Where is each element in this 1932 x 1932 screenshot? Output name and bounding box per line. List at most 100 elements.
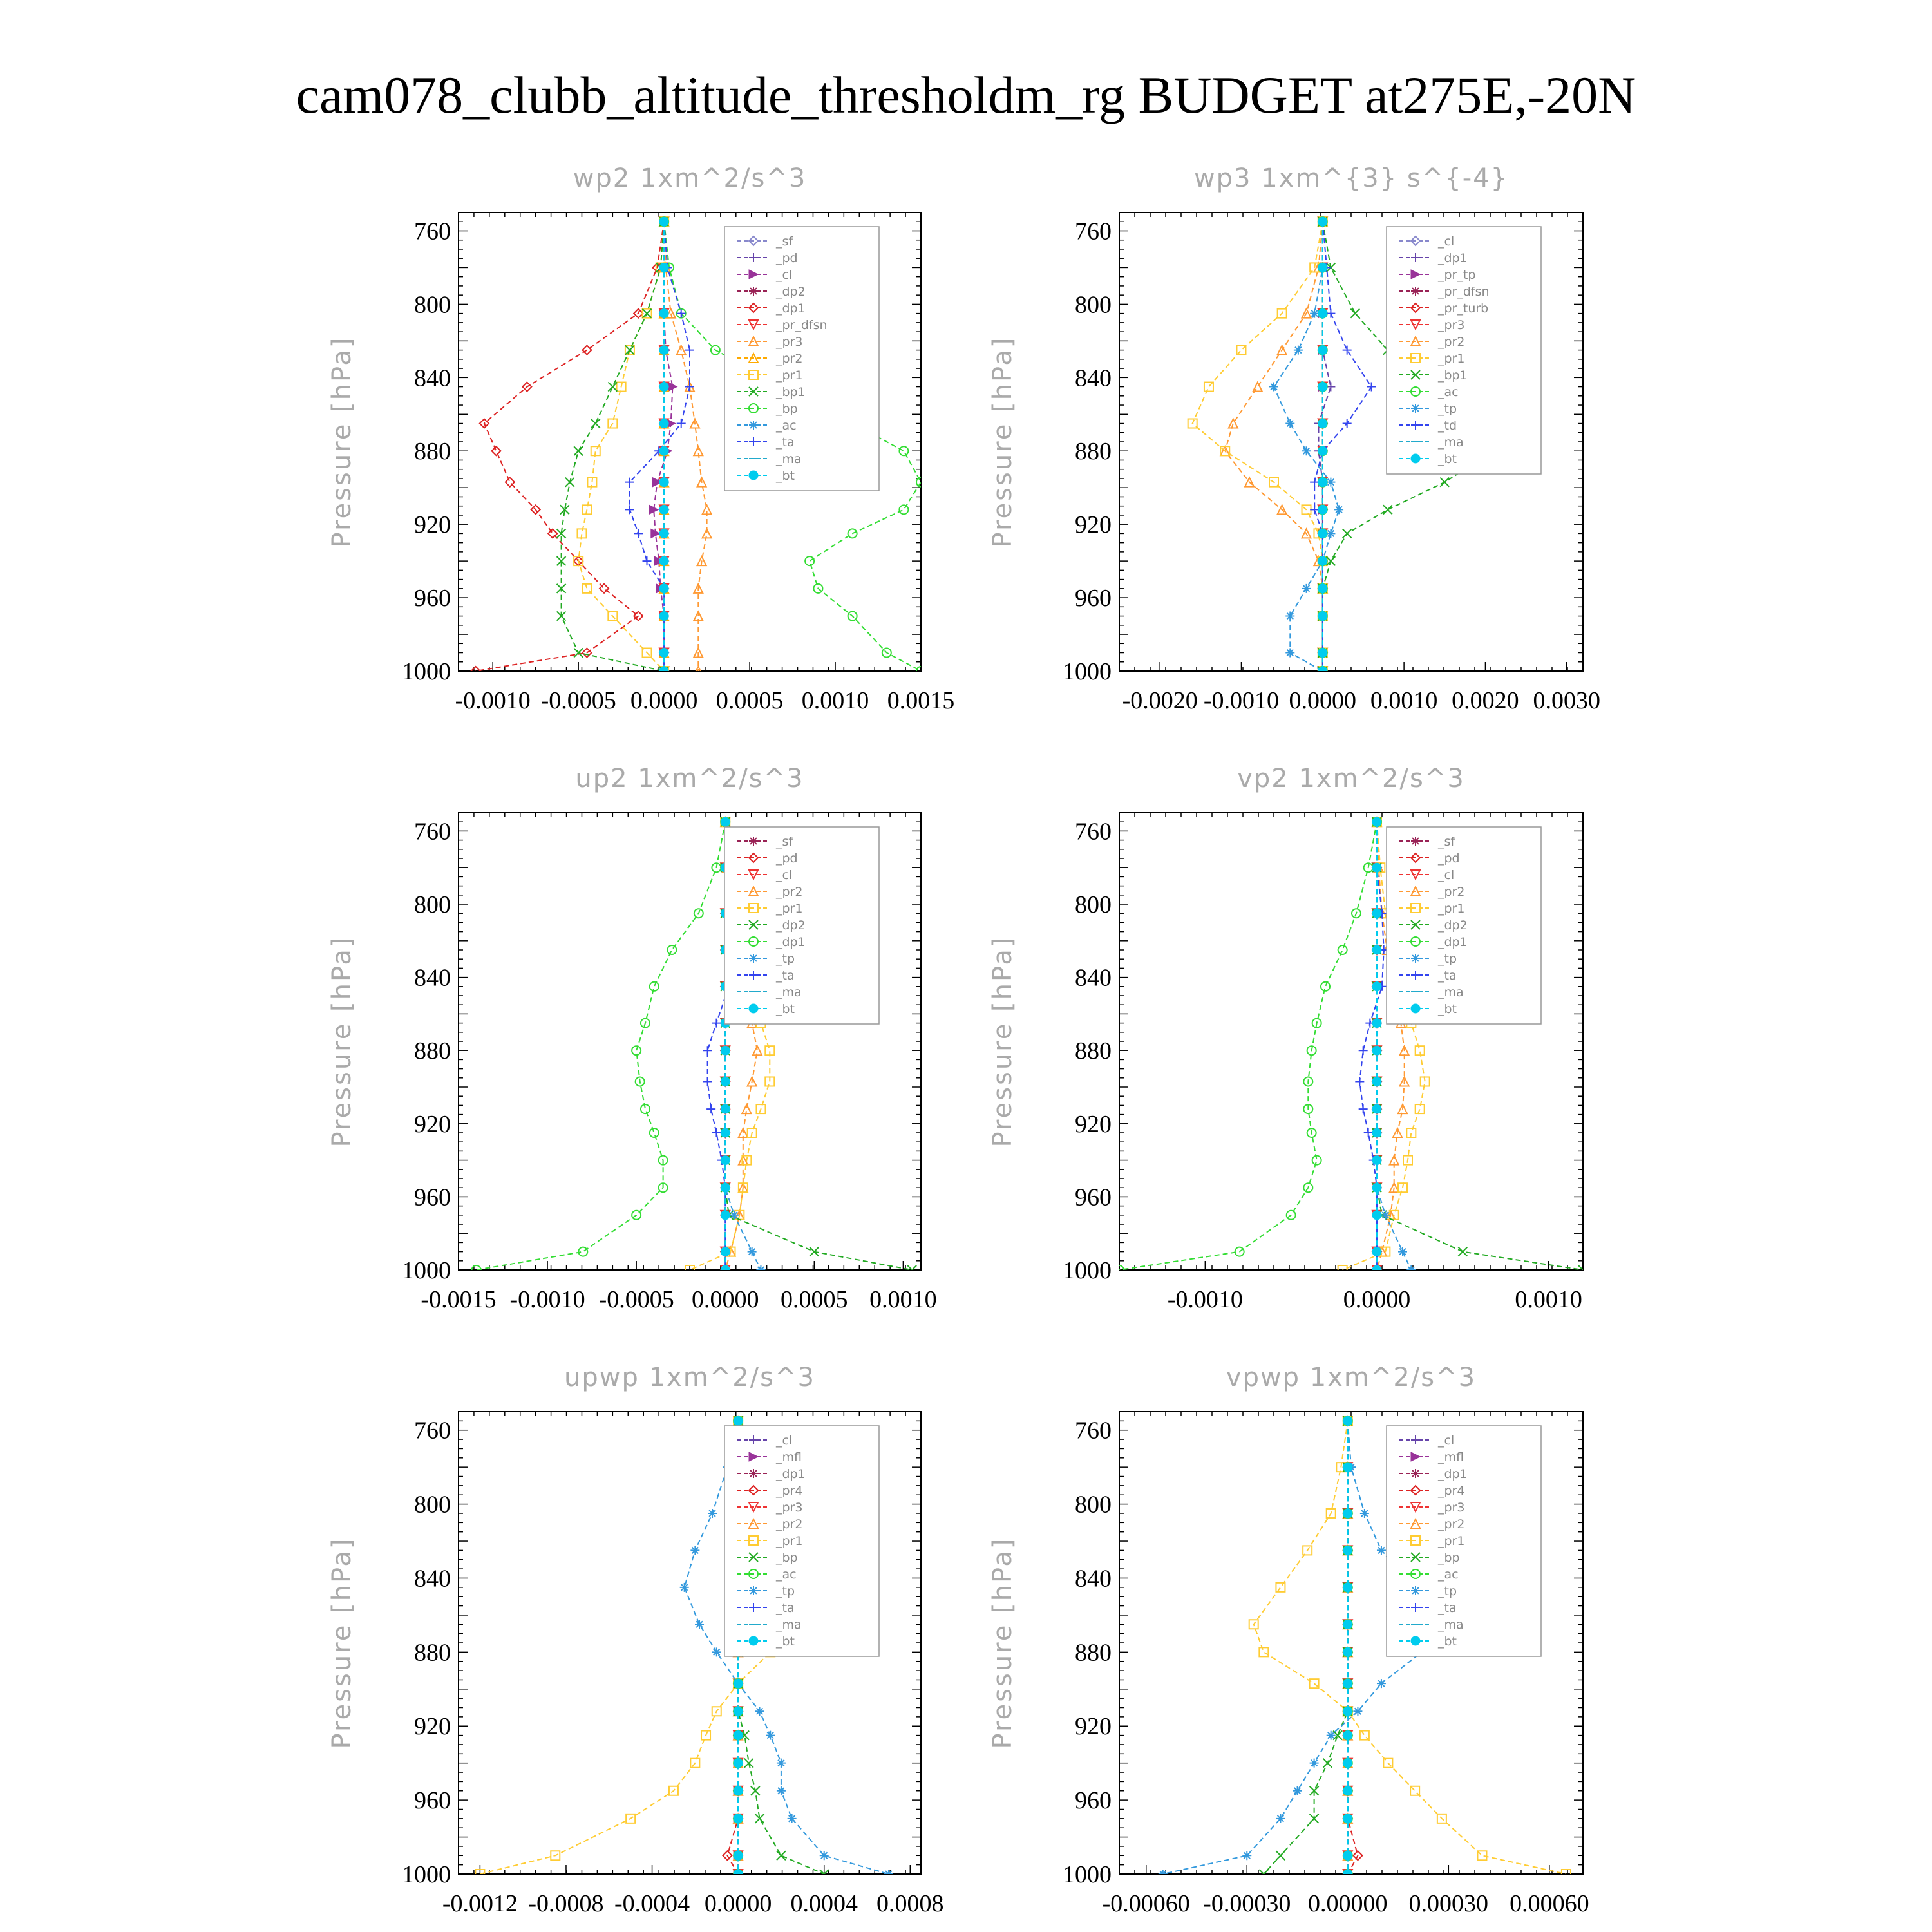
data-point	[639, 1104, 650, 1115]
data-point	[1376, 1679, 1386, 1689]
data-point	[733, 1678, 743, 1689]
data-point	[1355, 1077, 1365, 1086]
y-tick-label: 880	[1075, 1037, 1112, 1065]
data-point	[1419, 1076, 1430, 1087]
legend-marker	[1410, 1484, 1421, 1496]
data-point	[1318, 528, 1328, 538]
x-tick-label: 0.0010	[802, 687, 869, 714]
x-tick-label: 0.0005	[781, 1286, 848, 1313]
data-point	[679, 1582, 689, 1592]
data-point	[720, 1076, 730, 1086]
data-point	[641, 308, 652, 319]
data-point	[1302, 446, 1311, 456]
legend-marker	[1410, 1517, 1421, 1529]
data-point	[1258, 1869, 1269, 1874]
legend: _cl _mfl _dp1 _pr4 _pr3 _pr2 _pr1 _bp _ac _tp _ta _…	[724, 1425, 880, 1657]
legend-label: _dp2	[1437, 918, 1468, 933]
data-point	[730, 1210, 739, 1220]
legend-label: _ta	[775, 435, 795, 450]
data-point	[706, 1104, 716, 1114]
data-point	[1306, 1045, 1317, 1056]
data-point	[712, 1018, 721, 1028]
data-point	[689, 417, 701, 429]
legend-marker	[748, 852, 759, 864]
y-tick-label: 920	[1075, 1111, 1112, 1138]
legend-label: _pr_dfsn	[775, 318, 828, 332]
data-point	[764, 1076, 775, 1087]
data-point	[607, 611, 618, 621]
legend-label: _bt	[1437, 1634, 1457, 1649]
data-point	[659, 583, 669, 594]
data-point	[1318, 648, 1328, 658]
legend-label: _pr1	[1437, 1534, 1464, 1548]
data-point	[1358, 1104, 1368, 1114]
data-point	[556, 583, 567, 594]
y-tick-label: 760	[1075, 1417, 1112, 1444]
data-point	[1220, 446, 1231, 457]
data-point	[693, 908, 704, 919]
data-point	[712, 1647, 721, 1657]
data-point	[582, 504, 592, 515]
legend-marker	[748, 352, 759, 363]
y-tick-label: 960	[1075, 1787, 1112, 1814]
data-point	[1397, 1182, 1408, 1193]
legend-label: _pr_turb	[1437, 301, 1488, 316]
legend-label: _ta	[775, 969, 795, 983]
y-tick-label: 800	[1075, 891, 1112, 918]
data-point	[1310, 505, 1320, 515]
data-point	[1372, 945, 1382, 955]
legend-marker	[1410, 1003, 1421, 1014]
data-point	[478, 418, 490, 429]
data-point	[1258, 1647, 1269, 1658]
data-point	[649, 1128, 659, 1138]
y-tick-label: 920	[1075, 1713, 1112, 1740]
series-line	[1119, 822, 1378, 1270]
chart-panel: upwp 1xm^2/s^37608008408809209601000-0.0…	[327, 1363, 944, 1917]
data-point	[1351, 908, 1361, 919]
y-tick-label: 840	[1075, 365, 1112, 392]
legend-marker	[1411, 1435, 1420, 1444]
minor-ticks	[1119, 212, 1584, 672]
data-point	[1343, 1869, 1353, 1874]
data-point	[1343, 1730, 1353, 1741]
legend-label: _pr1	[775, 1534, 802, 1548]
data-point	[530, 504, 542, 515]
legend-marker	[1411, 287, 1420, 296]
legend-label: _bt	[775, 1002, 795, 1016]
legend-marker	[1410, 302, 1421, 314]
data-point	[747, 1247, 757, 1256]
legend-label: _ac	[775, 419, 797, 433]
legend-marker	[748, 1452, 759, 1462]
data-point	[1325, 1508, 1336, 1519]
data-point	[632, 611, 644, 621]
legend-label: _ta	[1437, 1601, 1457, 1615]
legend-marker	[749, 1469, 758, 1478]
data-point	[696, 476, 708, 488]
data-point	[764, 1045, 775, 1056]
data-point	[756, 1265, 766, 1270]
x-tick-label: 0.0030	[1533, 687, 1600, 714]
y-tick-label: 760	[1075, 218, 1112, 245]
data-point	[1343, 1706, 1353, 1716]
data-point	[1337, 945, 1348, 955]
data-point	[737, 1126, 749, 1138]
x-tick-label: 0.00060	[1510, 1890, 1589, 1917]
series-line	[475, 222, 665, 671]
minor-ticks	[458, 812, 922, 1271]
data-point	[659, 528, 669, 538]
data-point	[712, 1128, 721, 1137]
data-point	[685, 345, 694, 355]
data-point	[720, 1210, 730, 1220]
legend-label: _ac	[1437, 385, 1459, 399]
data-point	[1381, 1210, 1390, 1220]
data-point	[668, 1785, 679, 1796]
data-point	[1326, 529, 1336, 538]
chart-panel: wp3 1xm^{3} s^{-4} 760 800 840 880 920 960 1000…	[988, 164, 1600, 714]
legend-marker	[748, 920, 759, 930]
data-point	[1343, 1582, 1353, 1593]
data-point	[741, 1155, 752, 1166]
data-point	[722, 1850, 733, 1861]
data-point	[1285, 419, 1295, 428]
data-point	[1398, 1247, 1407, 1256]
data-point	[573, 556, 584, 567]
